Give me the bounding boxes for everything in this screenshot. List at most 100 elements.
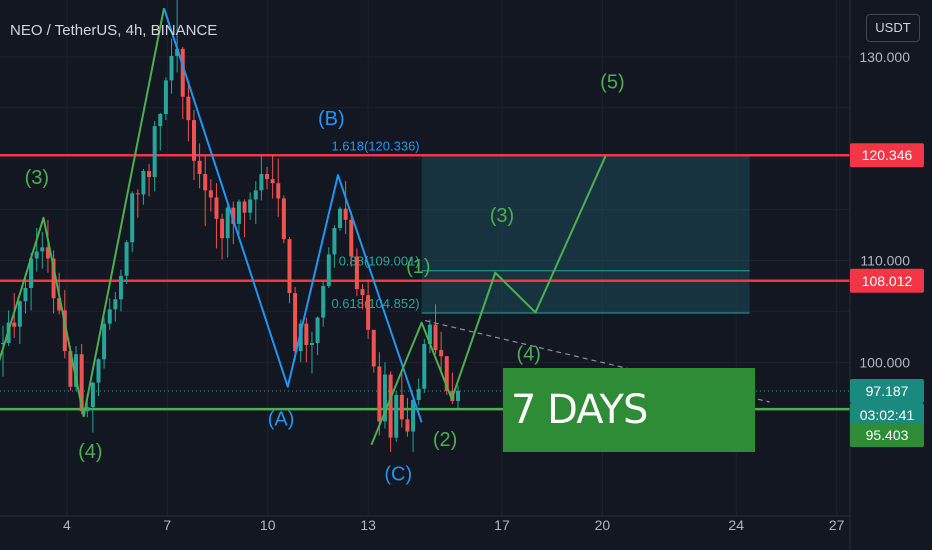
wave-blue-correction: [163, 7, 423, 423]
price-tag-label-4: 95.403: [866, 427, 909, 443]
candle-body-41: [231, 207, 236, 224]
candle-body-3: [17, 301, 22, 327]
candle-body-42: [236, 201, 241, 224]
candle-body-74: [416, 388, 421, 400]
candle-body-32: [180, 48, 185, 97]
candle-body-11: [62, 310, 67, 352]
candle-body-68: [382, 374, 387, 422]
days-banner: 7 DAYS: [503, 368, 755, 452]
candle-body-5: [29, 258, 34, 289]
candle-body-78: [439, 350, 444, 357]
candle-body-52: [293, 293, 298, 352]
price-tag-label-3: 03:02:41: [860, 407, 915, 423]
candle-body-4: [23, 288, 28, 302]
target-zone: [421, 155, 750, 313]
candle-body-14: [79, 354, 84, 412]
candle-body-8: [45, 247, 50, 259]
candle-body-2: [12, 322, 17, 327]
candle-body-26: [147, 170, 152, 178]
candle-body-33: [186, 96, 191, 121]
wave-lines: [0, 7, 770, 446]
candle-body-73: [411, 399, 416, 432]
candle-body-45: [253, 190, 258, 200]
candle-body-53: [298, 323, 303, 352]
fib-label-0: 1.618(120.336): [331, 138, 419, 153]
candle-body-59: [332, 227, 337, 255]
candle-body-22: [124, 242, 129, 276]
candle-body-7: [40, 247, 45, 252]
candle-body-15: [85, 407, 90, 412]
candle-body-62: [349, 219, 354, 257]
fib-label-1: 0.88(109.001): [339, 254, 420, 269]
price-tag-label-2: 97.187: [866, 383, 909, 399]
candle-body-50: [281, 198, 286, 240]
candle-body-35: [197, 160, 202, 175]
candle-body-16: [90, 382, 95, 408]
wave-label-blue-0: (B): [318, 108, 345, 130]
candle-body-39: [220, 218, 225, 239]
x-tick-label-3: 13: [360, 517, 376, 533]
candle-body-40: [225, 207, 230, 239]
candle-body-75: [422, 344, 427, 389]
candle-body-67: [377, 366, 382, 422]
y-tick-label-2: 130.000: [859, 49, 910, 65]
wave-label-green-1: (4): [78, 441, 102, 463]
candle-body-18: [102, 323, 107, 360]
candle-body-28: [158, 113, 163, 127]
y-tick-label-1: 110.000: [860, 253, 910, 269]
candle-body-79: [444, 356, 449, 391]
candle-body-43: [242, 201, 247, 213]
candle-body-69: [388, 374, 393, 438]
candle-body-0: [1, 342, 5, 344]
candle-body-30: [169, 55, 174, 81]
candle-body-6: [34, 251, 39, 259]
price-tag-label-0: 120.346: [862, 147, 913, 163]
candle-body-65: [366, 295, 371, 330]
candle-body-72: [405, 419, 410, 432]
candle-body-37: [208, 190, 213, 198]
candle-body-12: [68, 351, 73, 387]
candle-body-57: [321, 285, 326, 318]
price-tag-bg-2: [850, 378, 924, 403]
candle-body-20: [113, 299, 118, 310]
candle-body-31: [175, 48, 180, 56]
wave-label-projection-2: (3): [490, 205, 514, 227]
wave-labels: (3) (4) (B) (A) (C) (1) (2) (3) (4) (5): [25, 72, 625, 486]
wave-label-blue-2: (C): [384, 463, 412, 485]
candle-body-54: [304, 323, 309, 346]
candle-body-36: [203, 174, 208, 191]
wave-label-projection-3: (4): [517, 343, 541, 365]
candle-body-27: [152, 126, 157, 178]
candle-body-60: [338, 208, 343, 228]
price-tag-bg-4: [850, 423, 924, 448]
target-box: 1.618(120.336) 0.88(109.001) 0.618(104.852…: [331, 138, 750, 314]
symbol-title: NEO / TetherUS, 4h, BINANCE: [10, 22, 218, 39]
wave-green-history: [0, 7, 165, 418]
x-tick-label-7: 27: [829, 517, 845, 533]
price-tag-bg-3: [850, 402, 924, 427]
candle-body-17: [96, 359, 101, 383]
candle-body-23: [130, 193, 135, 243]
candle-body-81: [456, 390, 460, 401]
candle-body-19: [107, 309, 112, 324]
y-tick-label-0: 100.000: [859, 354, 910, 370]
candle-body-13: [74, 354, 79, 387]
x-tick-label-6: 24: [728, 517, 744, 533]
candle-body-58: [326, 254, 331, 286]
currency-button[interactable]: USDT: [866, 14, 920, 42]
candle-body-64: [360, 289, 365, 296]
x-tick-label-2: 10: [260, 517, 276, 533]
candle-body-63: [354, 256, 359, 290]
candles: [1, 0, 460, 452]
candle-body-9: [51, 258, 56, 299]
wave-green-projection: [370, 155, 607, 446]
candle-body-61: [343, 208, 348, 220]
candle-body-38: [214, 197, 219, 219]
candle-body-51: [287, 239, 292, 294]
wave-label-projection-1: (2): [433, 429, 457, 451]
x-tick-label-1: 7: [163, 517, 171, 533]
candle-body-48: [270, 179, 275, 184]
candle-body-34: [191, 120, 196, 161]
